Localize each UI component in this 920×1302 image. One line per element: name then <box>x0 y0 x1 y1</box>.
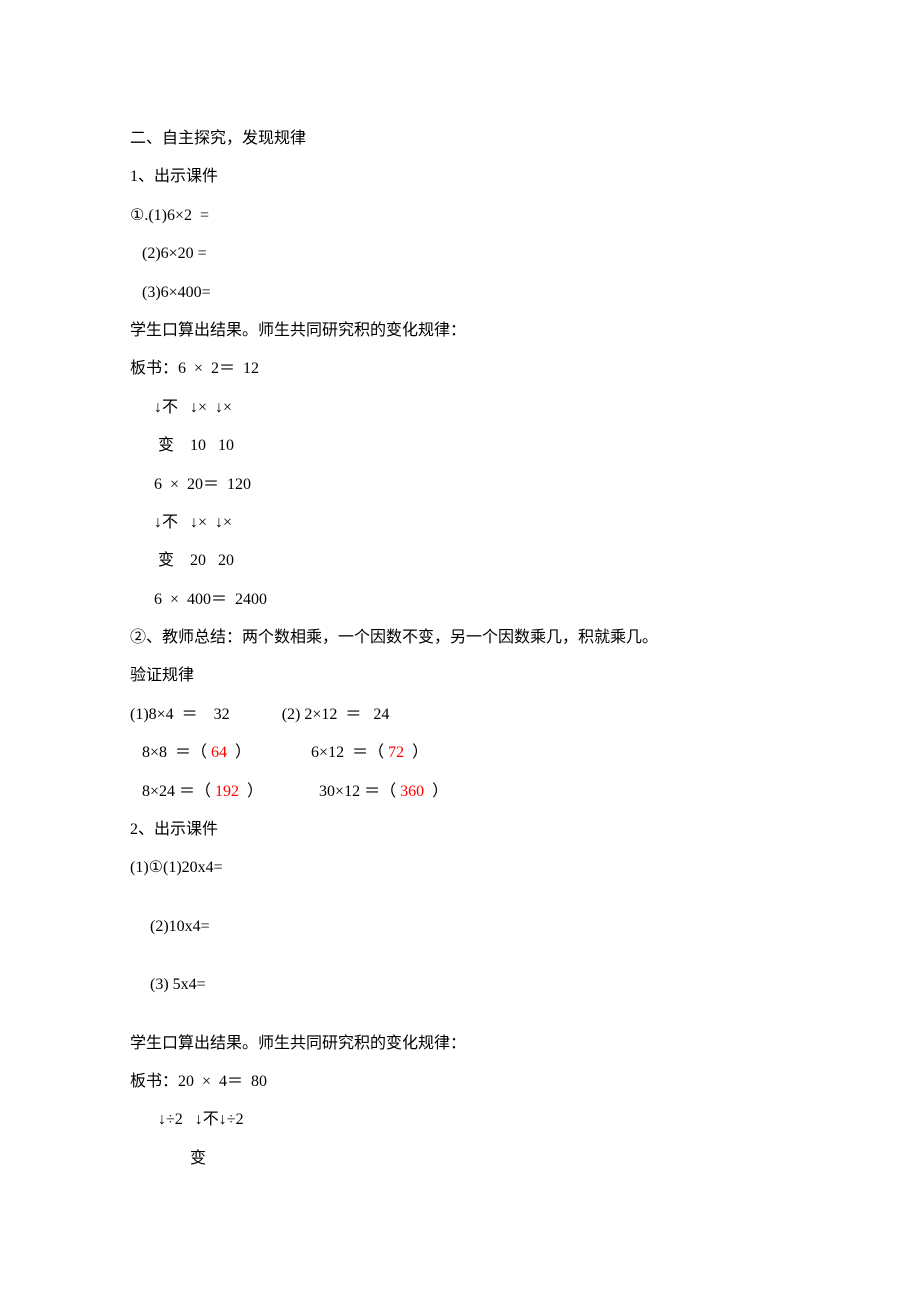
spacer-3 <box>130 1005 790 1025</box>
b2l0: 20 × 4＝ 80 <box>178 1073 267 1090</box>
vr1e: ） <box>404 744 428 761</box>
problem-1-2: (2)6×20 = <box>130 235 790 273</box>
b2l2: 变 <box>154 1150 206 1167</box>
vl1p: 8×8 ＝（ <box>130 744 211 761</box>
bl0: 6 × 2＝ 12 <box>178 360 259 377</box>
p22-expr: 10x4= <box>169 918 210 935</box>
problems-label: ①. <box>130 207 148 224</box>
p2-expr: 6×20 = <box>161 245 207 262</box>
verify-row-3: 8×24 ＝（ 192 ） 30×12 ＝（ 360 ） <box>130 773 790 811</box>
vl2a: 192 <box>215 783 239 800</box>
p23-num: (3) <box>150 976 169 993</box>
board-line-3: 6 × 20＝ 120 <box>130 466 790 504</box>
board-line-2: 变 10 10 <box>130 427 790 465</box>
bl5: 变 20 20 <box>154 552 234 569</box>
problem-2-1: (1)①(1)20x4= <box>130 849 790 887</box>
board2-line-2: 变 <box>130 1140 790 1178</box>
p22-num: (2) <box>150 918 169 935</box>
board-label-1: 板书： <box>130 360 178 377</box>
problems2-label: (1)① <box>130 859 163 876</box>
item1-title: 1、出示课件 <box>130 158 790 196</box>
board-label-2: 板书： <box>130 1073 178 1090</box>
spacer-2 <box>130 946 790 966</box>
bl3: 6 × 20＝ 120 <box>154 476 251 493</box>
p3-expr: 6×400= <box>161 284 211 301</box>
verify-row-2: 8×8 ＝（ 64 ） 6×12 ＝（ 72 ） <box>130 734 790 772</box>
p1-num: (1) <box>148 207 167 224</box>
vl1a: 64 <box>211 744 227 761</box>
problem-2-2: (2)10x4= <box>130 908 790 946</box>
vr1a: 72 <box>388 744 404 761</box>
bl1: ↓不 ↓× ↓× <box>154 399 232 416</box>
vr2e: ） <box>424 783 448 800</box>
board2-line-0: 板书：20 × 4＝ 80 <box>130 1063 790 1101</box>
problem-2-3: (3) 5x4= <box>130 966 790 1004</box>
p1-expr: 6×2 = <box>167 207 209 224</box>
document-page: 二、自主探究，发现规律 1、出示课件 ①.(1)6×2 = (2)6×20 = … <box>0 0 920 1302</box>
verify-label: 验证规律 <box>130 657 790 695</box>
verify-row-1: (1)8×4 ＝ 32 (2) 2×12 ＝ 24 <box>130 696 790 734</box>
p3-num: (3) <box>142 284 161 301</box>
calc-note-2: 学生口算出结果。师生共同研究积的变化规律： <box>130 1025 790 1063</box>
vl2e: ） <box>239 783 263 800</box>
p21-expr: 20x4= <box>182 859 223 876</box>
bl4: ↓不 ↓× ↓× <box>154 514 232 531</box>
section-heading: 二、自主探究，发现规律 <box>130 120 790 158</box>
problem-1-3: (3)6×400= <box>130 274 790 312</box>
board-line-5: 变 20 20 <box>130 542 790 580</box>
vr2a: 360 <box>400 783 424 800</box>
p2-num: (2) <box>142 245 161 262</box>
calc-note-1: 学生口算出结果。师生共同研究积的变化规律： <box>130 312 790 350</box>
vr1p: 6×12 ＝（ <box>295 744 388 761</box>
problem-1-1: ①.(1)6×2 = <box>130 197 790 235</box>
vl0: (1)8×4 ＝ 32 <box>130 706 230 723</box>
board-line-4: ↓不 ↓× ↓× <box>130 504 790 542</box>
bl6: 6 × 400＝ 2400 <box>154 591 267 608</box>
board-line-6: 6 × 400＝ 2400 <box>130 581 790 619</box>
spacer-1 <box>130 888 790 908</box>
board-line-1: ↓不 ↓× ↓× <box>130 389 790 427</box>
b2l1: ↓÷2 ↓不↓÷2 <box>154 1111 244 1128</box>
p21-num: (1) <box>163 859 182 876</box>
p23-expr: 5x4= <box>169 976 206 993</box>
board-line-0: 板书：6 × 2＝ 12 <box>130 350 790 388</box>
board2-line-1: ↓÷2 ↓不↓÷2 <box>130 1101 790 1139</box>
bl2: 变 10 10 <box>154 437 234 454</box>
vr2p: 30×12 ＝（ <box>303 783 400 800</box>
item2-title: 2、出示课件 <box>130 811 790 849</box>
vr0: (2) 2×12 ＝ 24 <box>282 706 390 723</box>
teacher-summary: ②、教师总结：两个数相乘，一个因数不变，另一个因数乘几，积就乘几。 <box>130 619 790 657</box>
vl1e: ） <box>227 744 251 761</box>
vl2p: 8×24 ＝（ <box>130 783 215 800</box>
